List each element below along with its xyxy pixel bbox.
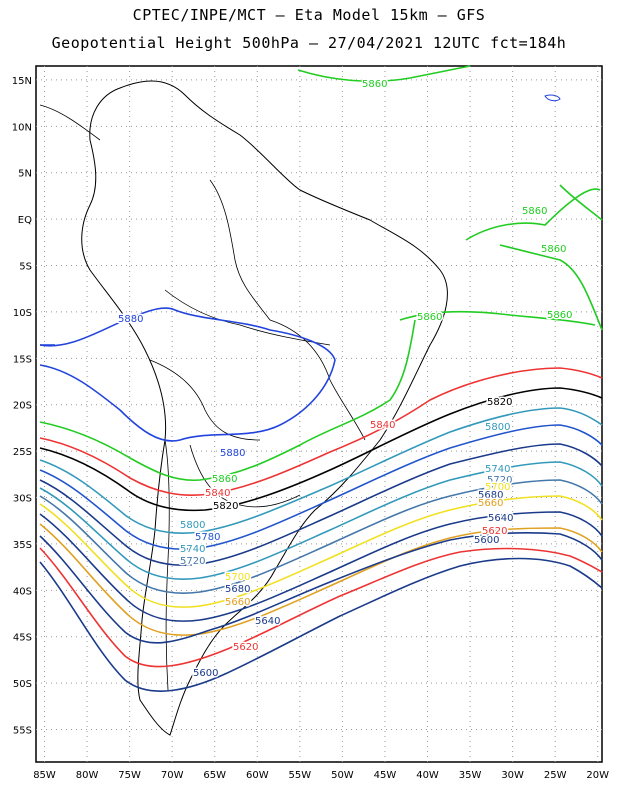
contour-5720	[39, 479, 603, 594]
lat-tick-label: 5S	[19, 262, 32, 273]
contour-label-5840: 5840	[370, 420, 395, 431]
contour-label-5820: 5820	[213, 501, 238, 512]
lon-tick-label: 50W	[331, 770, 354, 781]
contour-label-5660: 5660	[478, 498, 503, 509]
contour-label-5700: 5700	[225, 572, 250, 583]
contour-label-5880: 5880	[220, 448, 245, 459]
contour-5860	[297, 65, 471, 83]
lon-tick-label: 70W	[161, 770, 184, 781]
contour-5860	[559, 184, 603, 221]
contour-5600	[39, 557, 603, 692]
axis-labels: 15N 10N 5N EQ 5S 10S 15S 20S 25S 30S 35S 40S 45S 50S 5…	[12, 76, 609, 781]
lat-tick-label: 10S	[13, 308, 32, 319]
contour-label-5740: 5740	[485, 464, 510, 475]
lon-tick-label: 30W	[501, 770, 524, 781]
contour-5700	[39, 495, 603, 608]
lon-tick-label: 80W	[76, 770, 99, 781]
contour-label-5640: 5640	[255, 616, 280, 627]
contour-label-5640: 5640	[488, 513, 513, 524]
contour-label-5860: 5860	[417, 312, 442, 323]
contour-5860	[39, 319, 416, 482]
contour-label-5860: 5860	[362, 79, 387, 90]
contour-5640	[39, 532, 603, 644]
contour-5860	[465, 188, 601, 241]
lon-tick-label: 20W	[586, 770, 609, 781]
contour-label-5660: 5660	[225, 597, 250, 608]
contour-label-5800: 5800	[485, 422, 510, 433]
contour-label-5720: 5720	[487, 475, 512, 486]
contour-5860	[499, 244, 603, 331]
contour-label-5600: 5600	[193, 668, 218, 679]
map-frame	[35, 65, 603, 763]
lon-tick-label: 35W	[459, 770, 482, 781]
lat-tick-label: 15N	[12, 76, 32, 87]
lat-tick-label: 5N	[18, 169, 32, 180]
lat-tick-label: 25S	[13, 447, 32, 458]
contour-label-5800: 5800	[180, 520, 205, 531]
contour-5680	[39, 511, 603, 622]
contour-label-5620: 5620	[482, 526, 507, 537]
map-title: CPTEC/INPE/MCT – Eta Model 15km – GFS	[132, 6, 486, 24]
lat-tick-label: 50S	[13, 679, 32, 690]
contour-5800	[39, 407, 603, 534]
contour-label-5860: 5860	[522, 206, 547, 217]
contour-label-5860: 5860	[212, 474, 237, 485]
contour-label-5740: 5740	[180, 544, 205, 555]
contour-5820	[39, 387, 603, 512]
lon-tick-label: 55W	[289, 770, 312, 781]
map-subtitle: Geopotential Height 500hPa – 27/04/2021 …	[51, 34, 567, 52]
contour-label-5700: 5700	[485, 482, 510, 493]
graticule	[36, 66, 602, 762]
contour-label-5680: 5680	[225, 584, 250, 595]
contour-label-5600: 5600	[474, 535, 499, 546]
contour-label-5840: 5840	[205, 488, 230, 499]
contour-label-5780: 5780	[195, 532, 220, 543]
contour-label-5680: 5680	[478, 490, 503, 501]
contour-label-5860: 5860	[547, 310, 572, 321]
contour-lines	[39, 65, 603, 692]
lon-tick-label: 25W	[544, 770, 567, 781]
lon-tick-label: 45W	[374, 770, 397, 781]
contour-label-5860: 5860	[541, 244, 566, 255]
contour-5780	[39, 424, 603, 550]
lat-tick-label: 35S	[13, 540, 32, 551]
contour-5740	[39, 461, 603, 580]
contour-label-5880: 5880	[118, 314, 143, 325]
contour-labels: 5860 5860 5860 5860 5860 5880 5880 5860 5840 5840…	[117, 78, 574, 681]
lat-tick-label: 15S	[13, 354, 32, 365]
coastlines-borders	[39, 80, 561, 736]
lon-tick-label: 60W	[246, 770, 269, 781]
contour-label-5720: 5720	[180, 556, 205, 567]
lat-tick-label: EQ	[18, 215, 32, 226]
contour-5860	[399, 310, 596, 326]
lon-tick-label: 40W	[416, 770, 439, 781]
lat-tick-label: 40S	[13, 586, 32, 597]
contour-5880	[39, 307, 336, 442]
lon-tick-label: 75W	[118, 770, 141, 781]
contour-5840	[39, 367, 603, 497]
lat-tick-label: 55S	[13, 726, 32, 737]
lon-tick-label: 65W	[203, 770, 226, 781]
lon-tick-label: 85W	[33, 770, 56, 781]
lat-tick-label: 20S	[13, 401, 32, 412]
contour-label-5620: 5620	[233, 642, 258, 653]
contour-label-5820: 5820	[487, 397, 512, 408]
contour-5760	[39, 443, 603, 566]
lat-tick-label: 10N	[12, 122, 32, 133]
lat-tick-label: 45S	[13, 633, 32, 644]
contour-5660	[39, 523, 603, 636]
contour-5620	[39, 547, 603, 668]
lat-tick-label: 30S	[13, 494, 32, 505]
